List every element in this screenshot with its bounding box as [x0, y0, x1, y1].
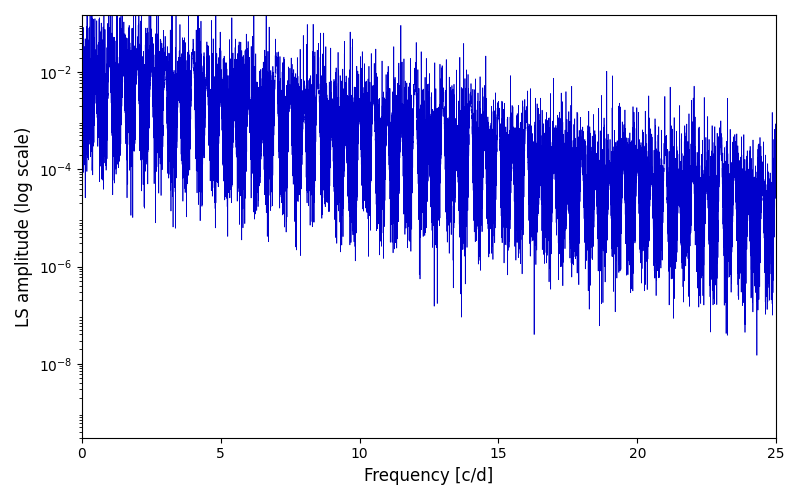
X-axis label: Frequency [c/d]: Frequency [c/d] [364, 467, 494, 485]
Y-axis label: LS amplitude (log scale): LS amplitude (log scale) [15, 126, 33, 326]
